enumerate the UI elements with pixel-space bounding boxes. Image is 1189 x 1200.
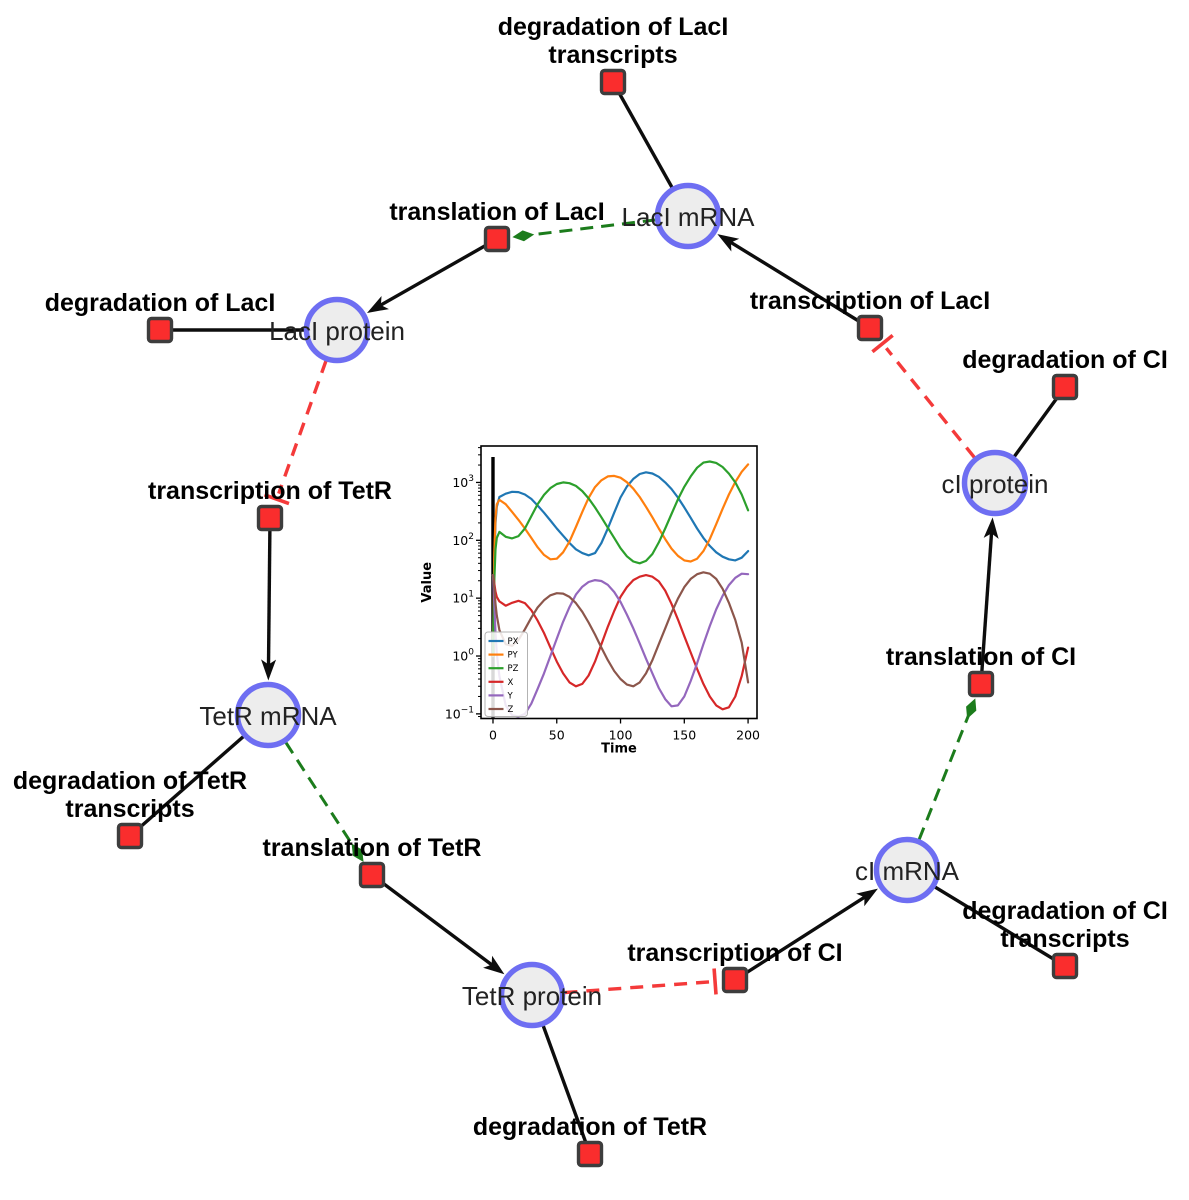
modifier-arrowhead	[966, 698, 977, 719]
edge-transcription-laci-to-laci-mrna	[717, 234, 871, 330]
species-node-tetr-mrna[interactable]	[234, 681, 302, 749]
nodes-layer	[116, 68, 1079, 1168]
edge-tetr-protein-to-transcription-ci	[564, 968, 718, 995]
edge-translation-ci-to-ci-protein	[979, 517, 999, 685]
reaction-label-deg-ci: degradation of CI	[962, 346, 1168, 374]
y-tick-label: 102	[452, 532, 474, 548]
x-tick-label: 50	[549, 728, 565, 743]
reaction-node-deg-ci[interactable]	[1051, 373, 1079, 401]
reaction-label-transcription-ci: transcription of CI	[627, 939, 842, 967]
reaction-label-translation-laci: translation of LacI	[389, 198, 604, 226]
reaction-label-deg-ci-transcripts-line1: degradation of CI	[962, 897, 1168, 925]
inhibition-bar	[871, 334, 894, 354]
species-label-laci-protein: LacI protein	[269, 316, 405, 346]
axis-label-value: Value	[420, 562, 435, 603]
species-node-ci-protein[interactable]	[961, 449, 1029, 517]
arrowhead	[261, 659, 277, 681]
x-tick-label: 100	[609, 728, 633, 743]
reaction-node-translation-ci[interactable]	[967, 670, 995, 698]
edge-ci-protein-to-transcription-laci	[871, 334, 976, 459]
legend-label-y: Y	[507, 691, 514, 701]
reaction-node-deg-tetr-transcripts[interactable]	[116, 822, 144, 850]
reaction-label-deg-ci-transcripts-line2: transcripts	[1000, 925, 1129, 953]
reaction-node-deg-ci-transcripts[interactable]	[1051, 952, 1079, 980]
modifier-arrowhead	[351, 843, 364, 863]
reaction-node-deg-laci[interactable]	[146, 316, 174, 344]
edge-translation-laci-to-laci-protein	[366, 237, 498, 313]
series-line-x	[491, 574, 750, 711]
edge-transcription-tetr-to-tetr-mrna	[261, 517, 277, 681]
modifier-arrowhead	[512, 230, 535, 242]
species-node-laci-protein[interactable]	[303, 296, 371, 364]
reaction-node-transcription-ci[interactable]	[721, 966, 749, 994]
reaction-node-transcription-laci[interactable]	[856, 314, 884, 342]
reaction-node-translation-laci[interactable]	[483, 225, 511, 253]
reaction-label-transcription-tetr: transcription of TetR	[148, 477, 392, 505]
reaction-label-deg-laci-transcripts-line1: degradation of LacI	[498, 13, 729, 41]
y-tick-label: 103	[452, 474, 474, 490]
reaction-label-deg-tetr: degradation of TetR	[473, 1113, 707, 1141]
inhibition-bar	[263, 493, 290, 506]
arrowhead	[366, 296, 389, 313]
series-line-py	[491, 463, 750, 658]
axis-label-time: Time	[601, 742, 637, 757]
x-tick-label: 200	[736, 728, 760, 743]
arrowhead	[483, 955, 505, 975]
reaction-label-translation-tetr: translation of TetR	[263, 834, 482, 862]
reaction-node-translation-tetr[interactable]	[358, 861, 386, 889]
reaction-label-transcription-laci: transcription of LacI	[750, 287, 990, 315]
edge-laci-protein-to-transcription-tetr	[263, 360, 328, 506]
series-line-pz	[491, 460, 750, 658]
species-node-laci-mrna[interactable]	[654, 182, 722, 250]
x-tick-label: 0	[489, 728, 497, 743]
series-line-px	[491, 471, 750, 658]
reaction-label-deg-laci: degradation of LacI	[45, 289, 276, 317]
reaction-label-translation-ci: translation of CI	[886, 643, 1076, 671]
edge-translation-tetr-to-tetr-protein	[370, 873, 505, 975]
species-label-tetr-mrna: TetR mRNA	[199, 701, 337, 731]
legend-label-py: PY	[508, 651, 519, 661]
x-tick-label: 150	[672, 728, 696, 743]
species-label-ci-mrna: cI mRNA	[855, 856, 960, 886]
y-tick-label: 101	[452, 590, 474, 606]
y-tick-label: 10−1	[445, 705, 474, 721]
arrowhead	[717, 234, 740, 252]
species-node-ci-mrna[interactable]	[873, 836, 941, 904]
reaction-node-deg-laci-transcripts[interactable]	[599, 68, 627, 96]
edge-ci-mrna-to-translation-ci	[917, 698, 977, 841]
legend-label-pz: PZ	[508, 664, 519, 674]
legend: PX PY PZ XYZ	[484, 631, 528, 717]
edge-transcription-ci-to-ci-mrna	[734, 888, 878, 982]
time-series-plot: 0 50 100 150 20010−1100101102103TimeValuePXP…	[420, 445, 760, 757]
inhibition-bar	[712, 968, 718, 995]
y-tick-label: 100	[452, 648, 474, 664]
reaction-label-deg-tetr-transcripts-line2: transcripts	[65, 795, 194, 823]
species-node-tetr-protein[interactable]	[498, 961, 566, 1029]
labels-layer: degradation of LacItranscriptstranslatio…	[13, 13, 1168, 1141]
reaction-label-deg-laci-transcripts-line2: transcripts	[548, 41, 677, 69]
legend-label-x: X	[508, 678, 514, 688]
species-label-laci-mrna: LacI mRNA	[622, 202, 756, 232]
arrowhead	[983, 517, 999, 539]
arrowhead	[856, 888, 878, 907]
reaction-node-deg-tetr[interactable]	[576, 1140, 604, 1168]
reaction-node-transcription-tetr[interactable]	[256, 504, 284, 532]
edge-laci-mrna-to-translation-laci	[512, 218, 656, 242]
edge-tetr-mrna-to-translation-tetr	[284, 741, 364, 863]
legend-box	[484, 631, 528, 717]
species-label-tetr-protein: TetR protein	[462, 981, 602, 1011]
legend-label-z: Z	[508, 705, 514, 715]
legend-label-px: PX	[508, 637, 519, 647]
species-label-ci-protein: cI protein	[942, 469, 1049, 499]
reaction-label-deg-tetr-transcripts-line1: degradation of TetR	[13, 767, 247, 795]
